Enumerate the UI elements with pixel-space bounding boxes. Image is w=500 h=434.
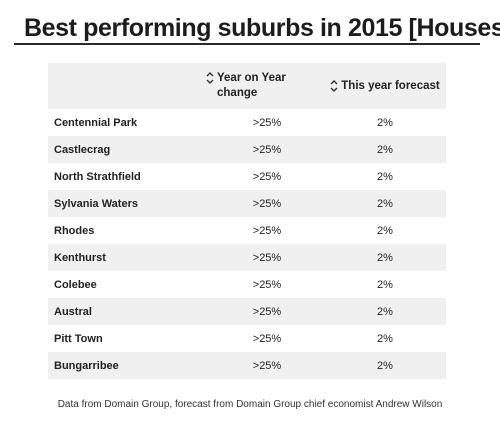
suburb-cell: Bungarribee — [54, 359, 119, 372]
table-header-row: Year on Year change This year forecast — [48, 63, 446, 109]
forecast-cell: 2% — [377, 332, 393, 345]
suburb-cell: Centennial Park — [54, 116, 138, 129]
suburb-cell: Austral — [54, 305, 92, 318]
forecast-cell: 2% — [377, 278, 393, 291]
column-header-change-line2: change — [217, 87, 258, 99]
suburb-cell: Rhodes — [54, 224, 95, 237]
sort-icon[interactable] — [206, 71, 214, 85]
table-row: Colebee >25% 2% — [48, 271, 446, 298]
suburb-cell: North Strathfield — [54, 170, 141, 183]
column-header-change-line1: Year on Year — [217, 72, 286, 84]
table-row: Rhodes >25% 2% — [48, 217, 446, 244]
suburbs-table: Year on Year change This year forecast C… — [48, 63, 446, 379]
change-cell: >25% — [252, 251, 282, 264]
suburb-cell: Sylvania Waters — [54, 197, 138, 210]
table-row: Bungarribee >25% 2% — [48, 352, 446, 379]
forecast-cell: 2% — [377, 224, 393, 237]
change-cell: >25% — [252, 278, 282, 291]
forecast-cell: 2% — [377, 305, 393, 318]
source-note: Data from Domain Group, forecast from Do… — [57, 399, 443, 410]
suburb-cell: Castlecrag — [54, 143, 111, 156]
suburb-cell: Colebee — [54, 278, 97, 291]
table-row: Pitt Town >25% 2% — [48, 325, 446, 352]
table-row: Centennial Park >25% 2% — [48, 109, 446, 136]
table-row: Sylvania Waters >25% 2% — [48, 190, 446, 217]
page-title: Best performing suburbs in 2015 [Houses] — [24, 14, 500, 42]
change-cell: >25% — [252, 224, 282, 237]
change-cell: >25% — [252, 170, 282, 183]
forecast-cell: 2% — [377, 170, 393, 183]
column-header-change[interactable]: Year on Year change — [200, 63, 324, 109]
change-cell: >25% — [252, 359, 282, 372]
column-header-forecast-label: This year forecast — [341, 80, 440, 92]
column-header-forecast[interactable]: This year forecast — [324, 63, 446, 109]
forecast-cell: 2% — [377, 251, 393, 264]
change-cell: >25% — [252, 332, 282, 345]
forecast-cell: 2% — [377, 197, 393, 210]
suburb-cell: Kenthurst — [54, 251, 106, 264]
change-cell: >25% — [252, 143, 282, 156]
change-cell: >25% — [252, 305, 282, 318]
forecast-cell: 2% — [377, 359, 393, 372]
sort-icon[interactable] — [330, 79, 338, 93]
suburb-cell: Pitt Town — [54, 332, 103, 345]
table-row: Castlecrag >25% 2% — [48, 136, 446, 163]
change-cell: >25% — [252, 116, 282, 129]
table-row: North Strathfield >25% 2% — [48, 163, 446, 190]
forecast-cell: 2% — [377, 143, 393, 156]
table-row: Kenthurst >25% 2% — [48, 244, 446, 271]
title-divider — [14, 43, 480, 45]
change-cell: >25% — [252, 197, 282, 210]
column-header-suburb — [48, 63, 200, 109]
table-row: Austral >25% 2% — [48, 298, 446, 325]
forecast-cell: 2% — [377, 116, 393, 129]
